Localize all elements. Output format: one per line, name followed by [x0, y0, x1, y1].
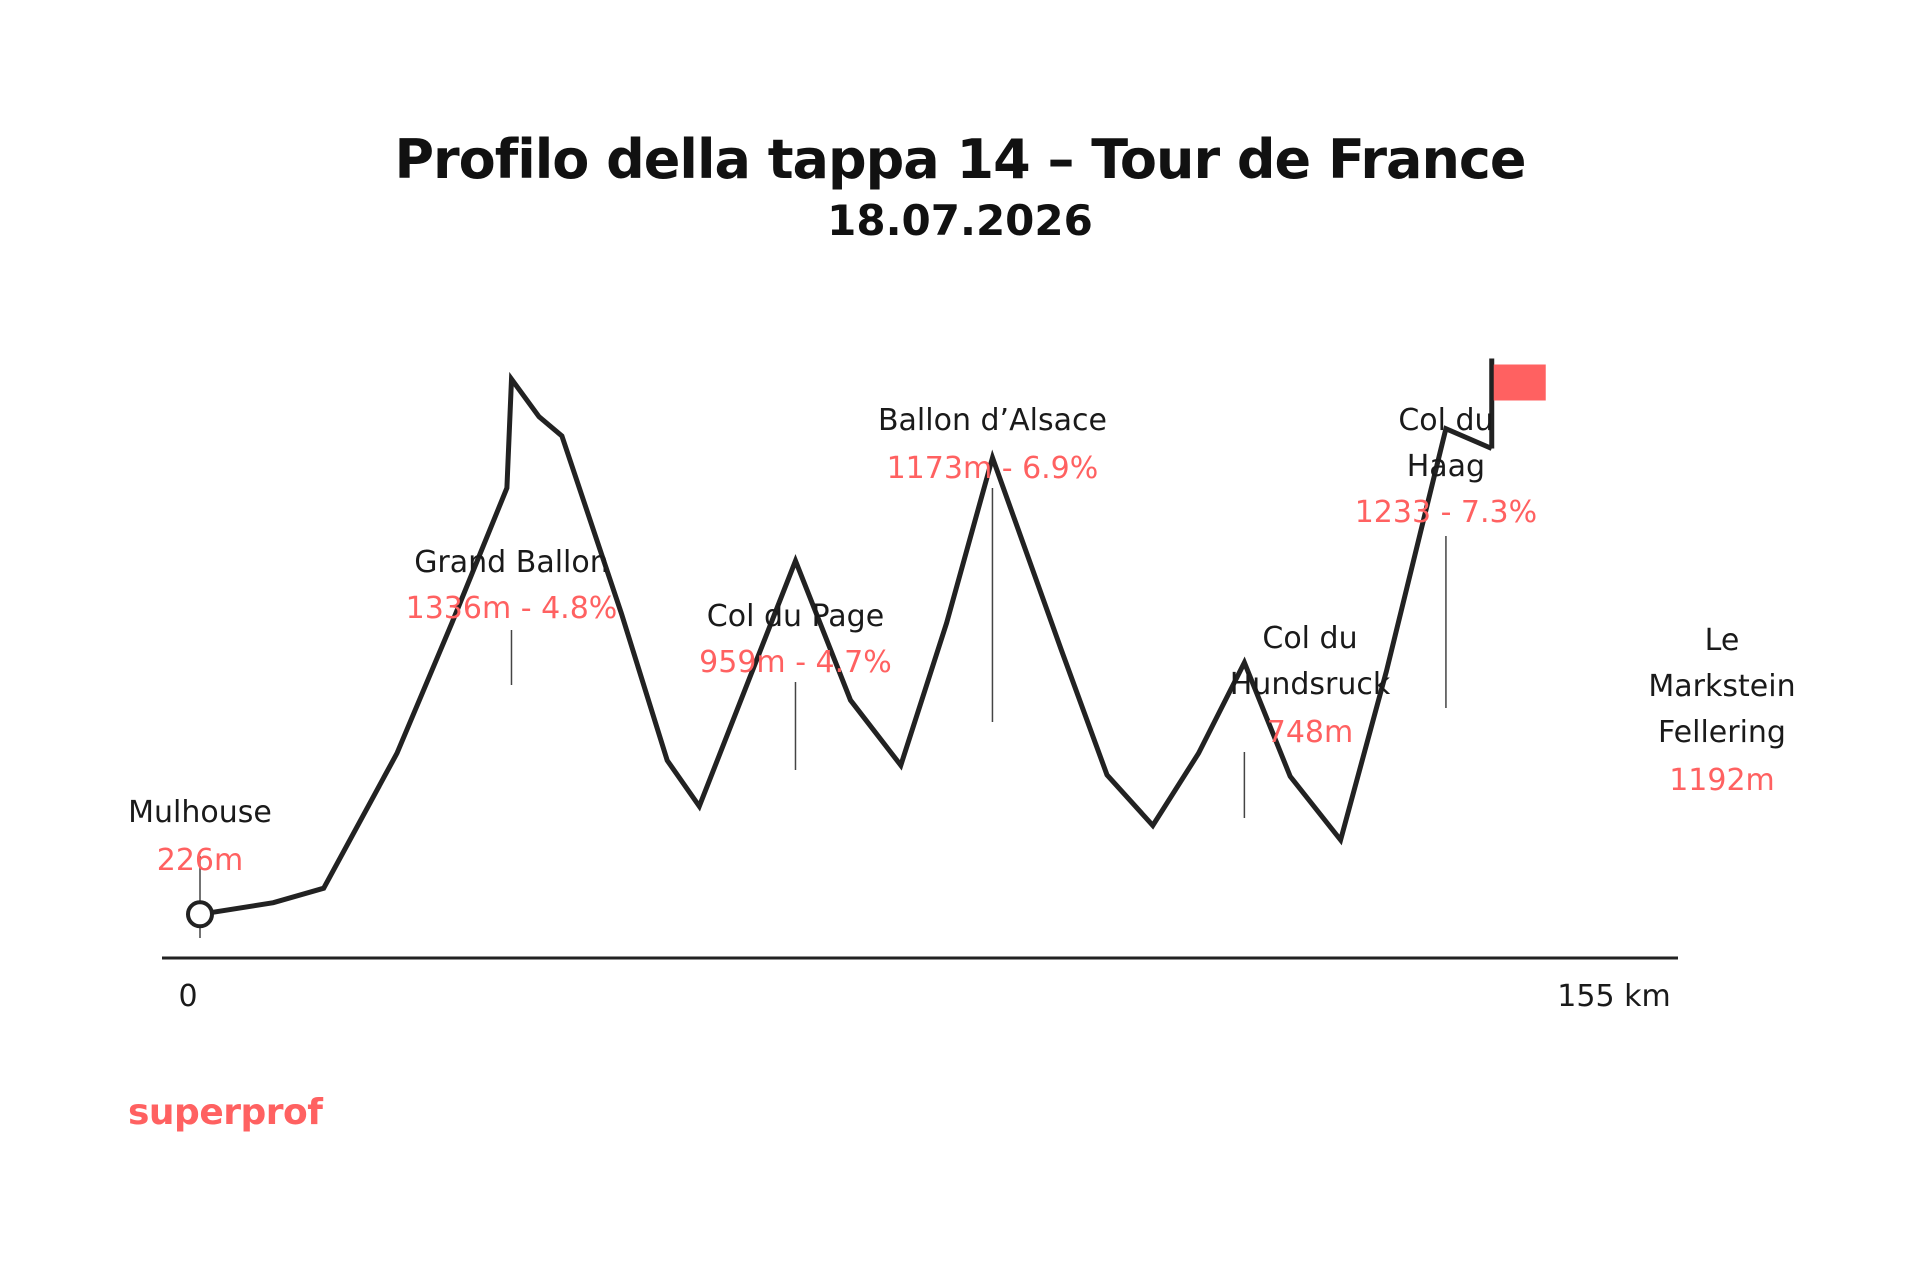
start-marker: [186, 900, 214, 929]
climb-name-label: Grand Ballon: [414, 545, 609, 580]
climb-name-label: Le Markstein Fellering: [1648, 623, 1795, 750]
elevation-profile-line: [199, 371, 1493, 917]
x-tick-label-end: 155 km: [1557, 979, 1670, 1014]
climb-name-label: Col du Page: [707, 599, 884, 634]
finish-flag-banner: [1493, 364, 1546, 401]
chart-title: Profilo della tappa 14 – Tour de France: [394, 128, 1526, 191]
climb-value-label: 1173m - 6.9%: [887, 451, 1099, 486]
finish-flag: [1489, 358, 1546, 449]
annotation-leaders: [199, 488, 1447, 938]
climb-value-label: 1192m: [1669, 763, 1775, 798]
brand-logo: superprof: [128, 1092, 323, 1133]
climb-value-label: 959m - 4.7%: [699, 645, 892, 680]
x-tick-label-start: 0: [178, 979, 197, 1014]
climb-value-label: 1233 - 7.3%: [1355, 495, 1537, 530]
climb-value-label: 748m: [1267, 715, 1353, 750]
climb-name-label: Ballon d’Alsace: [878, 403, 1107, 438]
annotation-labels: Mulhouse 226m Grand Ballon 1336m - 4.8% Col …: [128, 403, 1795, 878]
climb-value-label: 1336m - 4.8%: [406, 591, 618, 626]
chart-subtitle: 18.07.2026: [827, 196, 1093, 245]
climb-name-label: Col du Hundsruck: [1230, 621, 1391, 702]
climb-name-label: Col du Haag: [1398, 403, 1493, 484]
climb-name-label: Mulhouse: [128, 795, 272, 830]
climb-value-label: 226m: [157, 843, 243, 878]
